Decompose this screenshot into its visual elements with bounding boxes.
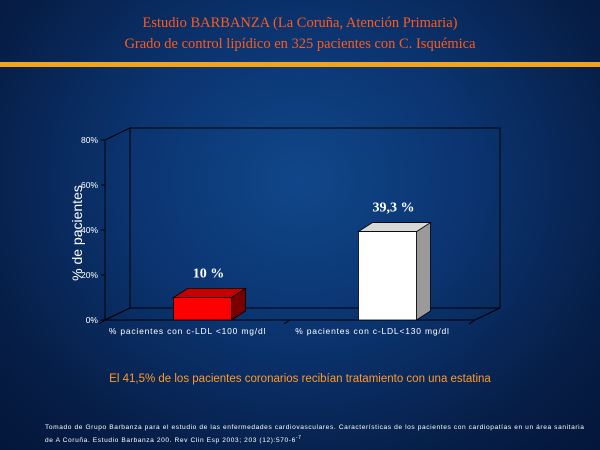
chart-floor — [104, 307, 501, 321]
x-tick-label: % pacientes con c-LDL <100 mg/dl — [109, 326, 266, 336]
source-citation: Tomado de Grupo Barbanza para el estudio… — [45, 422, 585, 446]
y-axis-label: % de pacientes — [69, 185, 85, 281]
source-text: Tomado de Grupo Barbanza para el estudio… — [45, 424, 585, 445]
bars — [172, 221, 432, 321]
chart-frame — [98, 127, 501, 325]
y-tick-label: 60% — [81, 180, 98, 190]
x-tick-mark — [98, 319, 106, 325]
chart-side-wall — [104, 127, 131, 321]
bar-2 — [357, 221, 432, 321]
bar-1 — [172, 287, 247, 321]
y-tick-label: 20% — [81, 270, 98, 280]
accent-divider — [0, 62, 600, 67]
data-labels: 10 % 39,3 % — [193, 201, 415, 282]
bar-side — [416, 221, 431, 321]
source-superscript: -7 — [295, 435, 302, 441]
x-tick-mark — [283, 319, 291, 325]
y-tick-label: 0% — [86, 315, 99, 325]
bar-front — [173, 297, 232, 321]
chart-subtitle: Grado de control lipídico en 325 pacient… — [124, 36, 476, 52]
y-tick-label: 40% — [81, 225, 98, 235]
x-axis-labels: % pacientes con c-LDL <100 mg/dl % pacien… — [109, 326, 450, 336]
data-label: 10 % — [193, 267, 225, 282]
y-axis-ticks: 0% 20% 40% 60% 80% — [81, 135, 105, 325]
footnote: El 41,5% de los pacientes coronarios rec… — [109, 373, 491, 385]
chart-title: Estudio BARBANZA (La Coruña, Atención Pr… — [142, 15, 458, 31]
chart-back-wall — [129, 127, 501, 309]
y-tick-label: 80% — [81, 135, 98, 145]
x-tick-label: % pacientes con c-LDL<130 mg/dl — [295, 326, 450, 336]
x-tick-mark — [468, 319, 476, 325]
bar-front — [358, 231, 417, 321]
data-label: 39,3 % — [373, 201, 415, 216]
